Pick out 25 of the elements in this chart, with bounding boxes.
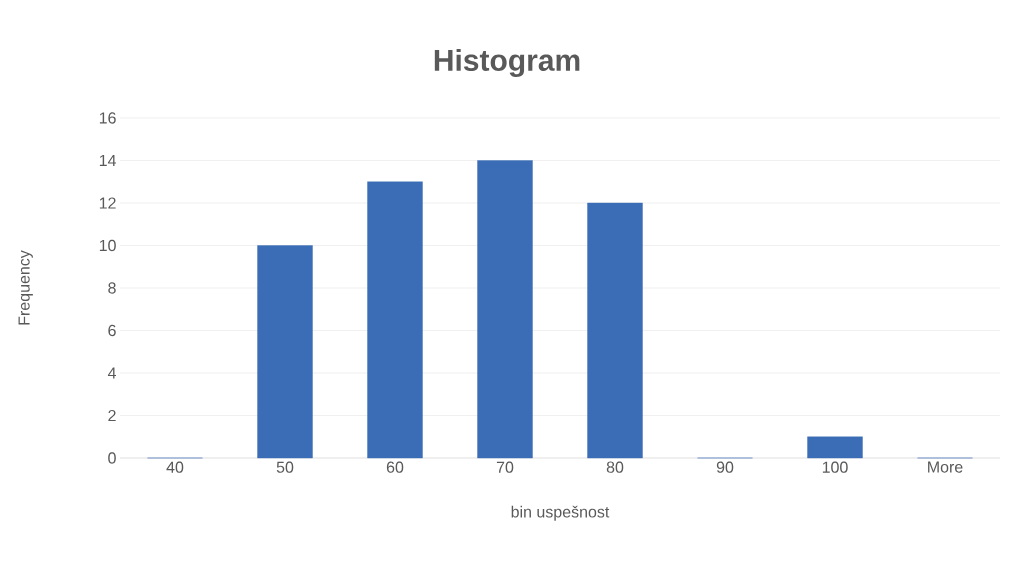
y-tick-label: 6	[108, 324, 116, 337]
bar	[807, 436, 863, 459]
bar	[477, 160, 533, 459]
x-tick-label: More	[928, 461, 963, 473]
x-tick-label: 50	[276, 461, 294, 473]
x-tick-label: 70	[496, 461, 514, 473]
chart-title: Histogram	[434, 48, 580, 78]
bar	[367, 181, 423, 459]
y-axis-title: Frequency	[18, 250, 33, 325]
bar	[587, 202, 643, 459]
x-tick-label: 40	[166, 461, 184, 473]
y-tick-label: 8	[108, 282, 116, 294]
y-tick-label: 12	[99, 197, 116, 209]
y-tick-label: 16	[99, 112, 116, 124]
x-tick-label: 80	[606, 461, 624, 473]
y-tick-label: 0	[108, 452, 116, 464]
y-tick-label: 14	[99, 154, 116, 166]
y-tick-label: 10	[99, 239, 116, 252]
x-tick-label: 100	[822, 461, 848, 473]
y-tick-label: 2	[108, 409, 116, 422]
y-tick-label: 4	[107, 367, 116, 379]
x-tick-label: 90	[716, 461, 734, 473]
x-axis-title: bin uspešnost	[511, 505, 610, 521]
bar	[257, 245, 313, 459]
x-tick-label: 60	[386, 461, 404, 473]
